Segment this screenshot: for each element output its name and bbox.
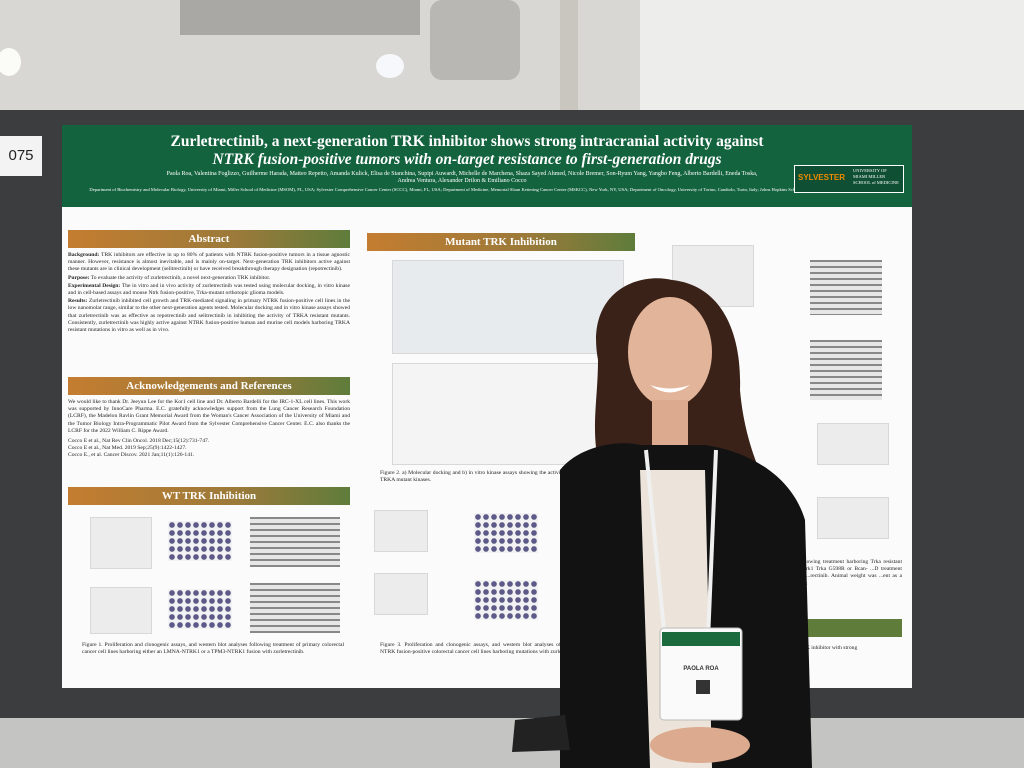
section-heading: Mutant TRK Inhibition [367, 233, 635, 251]
figure-caption: Figure 2. a) Molecular docking and b) in… [380, 470, 620, 484]
paragraph-label: Purpose: [68, 274, 90, 281]
booth-number: 075 [0, 136, 42, 176]
title-line: Zurletrectinib, a next-generation TRK in… [170, 133, 764, 150]
authors: Paola Roa, Valentina Foglizzo, Guilherme… [166, 171, 758, 184]
figure-blot [810, 260, 882, 315]
figure-blot [810, 340, 882, 400]
badge-qr [696, 680, 710, 694]
figure-docking [392, 260, 624, 354]
title-line: NTRK fusion-positive tumors with on-targ… [212, 151, 722, 168]
figure-clonogenic [474, 580, 538, 620]
pipe [560, 0, 578, 120]
logo: SYLVESTER UNIVERSITY OF MIAMI MILLER SCH… [794, 165, 904, 193]
section-heading: Abstract [68, 230, 350, 248]
smile [650, 385, 690, 393]
paragraph-text: Zurletrectinib inhibited cell growth and… [68, 298, 350, 334]
badge [659, 627, 743, 721]
figure-plot [90, 587, 152, 634]
neck [652, 400, 688, 450]
figure-clonogenic [168, 589, 232, 629]
ceiling-light [376, 54, 404, 78]
logo-school: UNIVERSITY OF MIAMI MILLER SCHOOL of MED… [853, 168, 899, 185]
paragraph-label: Background: [68, 252, 100, 258]
figure-plot [374, 510, 428, 552]
acknowledgements-text: We would like to thank Dr. Jeeyun Lee fo… [68, 399, 350, 460]
figure-clonogenic [168, 521, 232, 561]
figure-caption: Figure 3. Proliferation and clonogenic a… [380, 642, 590, 656]
reference: Cocco E et al., Nat Rev Clin Oncol. 2018… [68, 438, 210, 445]
ceiling-light [0, 48, 21, 76]
paragraph-label: Results: [68, 298, 88, 305]
paragraph-label: Experimental Design: [68, 282, 121, 289]
logo-name: SYLVESTER [798, 173, 845, 182]
references: Cocco E et al., Nat Rev Clin Oncol. 2018… [68, 438, 350, 460]
floor [0, 718, 1024, 768]
conclusion-text: ...ation TRK inhibitor with strong [782, 645, 858, 651]
poster: Zurletrectinib, a next-generation TRK in… [62, 125, 912, 688]
badge-header [662, 632, 740, 646]
paragraph-text: The in vitro and in vivo activity of zur… [68, 282, 350, 297]
figure-kinase-assay [392, 363, 624, 465]
acknowledgements: We would like to thank Dr. Jeeyun Lee fo… [68, 399, 350, 434]
figure-clonogenic [474, 513, 538, 553]
paragraph-text: TRK inhibitors are effective in up to 80… [68, 252, 350, 273]
abstract-paragraph: Results: Zurletrectinib inhibited cell g… [68, 298, 350, 334]
figure-blot [250, 583, 340, 633]
section-heading: Acknowledgements and References [68, 377, 350, 395]
abstract-text: Background: TRK inhibitors are effective… [68, 252, 350, 335]
poster-title: Zurletrectinib, a next-generation TRK in… [102, 133, 832, 169]
lanyard [644, 449, 718, 641]
figure-survival-plot [817, 497, 889, 539]
hands [650, 727, 750, 763]
figure-survival-plot [817, 423, 889, 465]
abstract-paragraph: Background: TRK inhibitors are effective… [68, 252, 350, 274]
abstract-paragraph: Experimental Design: The in vitro and in… [68, 283, 350, 297]
reference: Cocco E., et al. Cancer Discov. 2021 Jan… [68, 452, 195, 459]
figure-plot [374, 573, 428, 615]
shoe [512, 715, 570, 752]
abstract-paragraph: Purpose: To evaluate the activity of zur… [68, 275, 350, 282]
ceiling-duct [180, 0, 420, 35]
badge-name: PAOLA ROA [683, 666, 719, 672]
poster-header: Zurletrectinib, a next-generation TRK in… [62, 125, 912, 207]
paragraph-text: To evaluate the activity of zurletrectin… [90, 274, 271, 281]
ceiling-duct [430, 0, 520, 80]
reference: Cocco E et al., Nat Med. 2019 Sep;25(9):… [68, 445, 187, 452]
section-heading: WT TRK Inhibition [68, 487, 350, 505]
affiliations: Department of Biochemistry and Molecular… [89, 187, 885, 192]
figure-plot [90, 517, 152, 569]
figure-caption: Figure 1. Proliferation and clonogenic a… [82, 642, 344, 656]
face [628, 297, 712, 407]
figure-blot [250, 517, 340, 567]
wall [640, 0, 1024, 120]
